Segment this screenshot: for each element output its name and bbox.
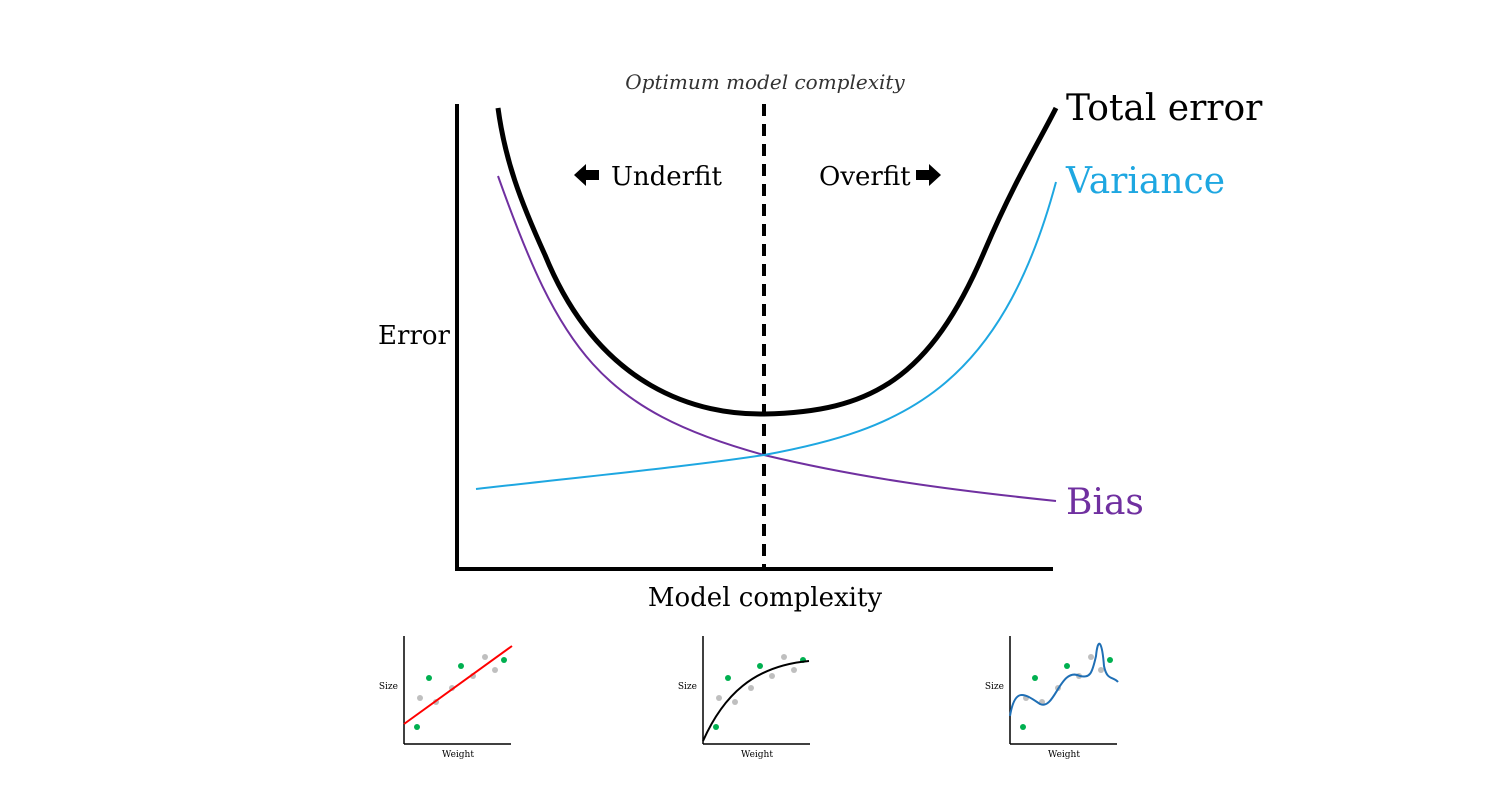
y-axis-label: Error xyxy=(378,321,450,351)
mini-x-label: Weight xyxy=(442,750,474,760)
test-point xyxy=(1098,667,1104,673)
train-point xyxy=(501,657,507,663)
train-point xyxy=(713,724,719,730)
train-point xyxy=(1020,724,1026,730)
variance-label: Variance xyxy=(1065,161,1225,202)
test-point xyxy=(1088,654,1094,660)
train-point xyxy=(414,724,420,730)
underfit-label: Underfit xyxy=(611,162,722,192)
test-point xyxy=(482,654,488,660)
mini-x-label: Weight xyxy=(1048,750,1080,760)
total-error-curve xyxy=(495,106,1059,417)
mini-x-label: Weight xyxy=(741,750,773,760)
example-plot-2: Size Weight xyxy=(678,636,810,760)
test-point xyxy=(748,685,754,691)
mini-y-label: Size xyxy=(678,682,697,692)
overfit-indicator: Overfit xyxy=(819,162,941,192)
bias-curve xyxy=(497,175,1057,502)
train-point xyxy=(426,675,432,681)
linear-fit-line xyxy=(403,645,513,725)
example-plots: Size Weight Size Weight Size Weight xyxy=(379,636,1119,760)
test-point xyxy=(781,654,787,660)
arrow-left-icon xyxy=(574,164,599,186)
curve-fit-line xyxy=(702,660,810,742)
underfit-indicator: Underfit xyxy=(574,162,722,192)
train-point xyxy=(757,663,763,669)
train-point xyxy=(1032,675,1038,681)
train-point xyxy=(1107,657,1113,663)
mini-y-label: Size xyxy=(985,682,1004,692)
test-point xyxy=(417,695,423,701)
total-error-label: Total error xyxy=(1066,88,1263,129)
test-point xyxy=(492,667,498,673)
train-point xyxy=(725,675,731,681)
overfit-label: Overfit xyxy=(819,162,911,192)
test-point xyxy=(769,673,775,679)
test-point xyxy=(732,699,738,705)
variance-curve xyxy=(475,181,1057,490)
x-axis-label: Model complexity xyxy=(648,583,883,613)
arrow-right-icon xyxy=(916,164,941,186)
test-point xyxy=(716,695,722,701)
example-plot-1: Size Weight xyxy=(379,636,513,760)
overfit-wiggly-line xyxy=(1009,642,1119,717)
train-point xyxy=(458,663,464,669)
mini-y-label: Size xyxy=(379,682,398,692)
bias-label: Bias xyxy=(1066,482,1144,523)
train-point xyxy=(1064,663,1070,669)
test-point xyxy=(791,667,797,673)
example-plot-3: Size Weight xyxy=(985,636,1119,760)
optimum-complexity-label: Optimum model complexity xyxy=(625,70,905,94)
